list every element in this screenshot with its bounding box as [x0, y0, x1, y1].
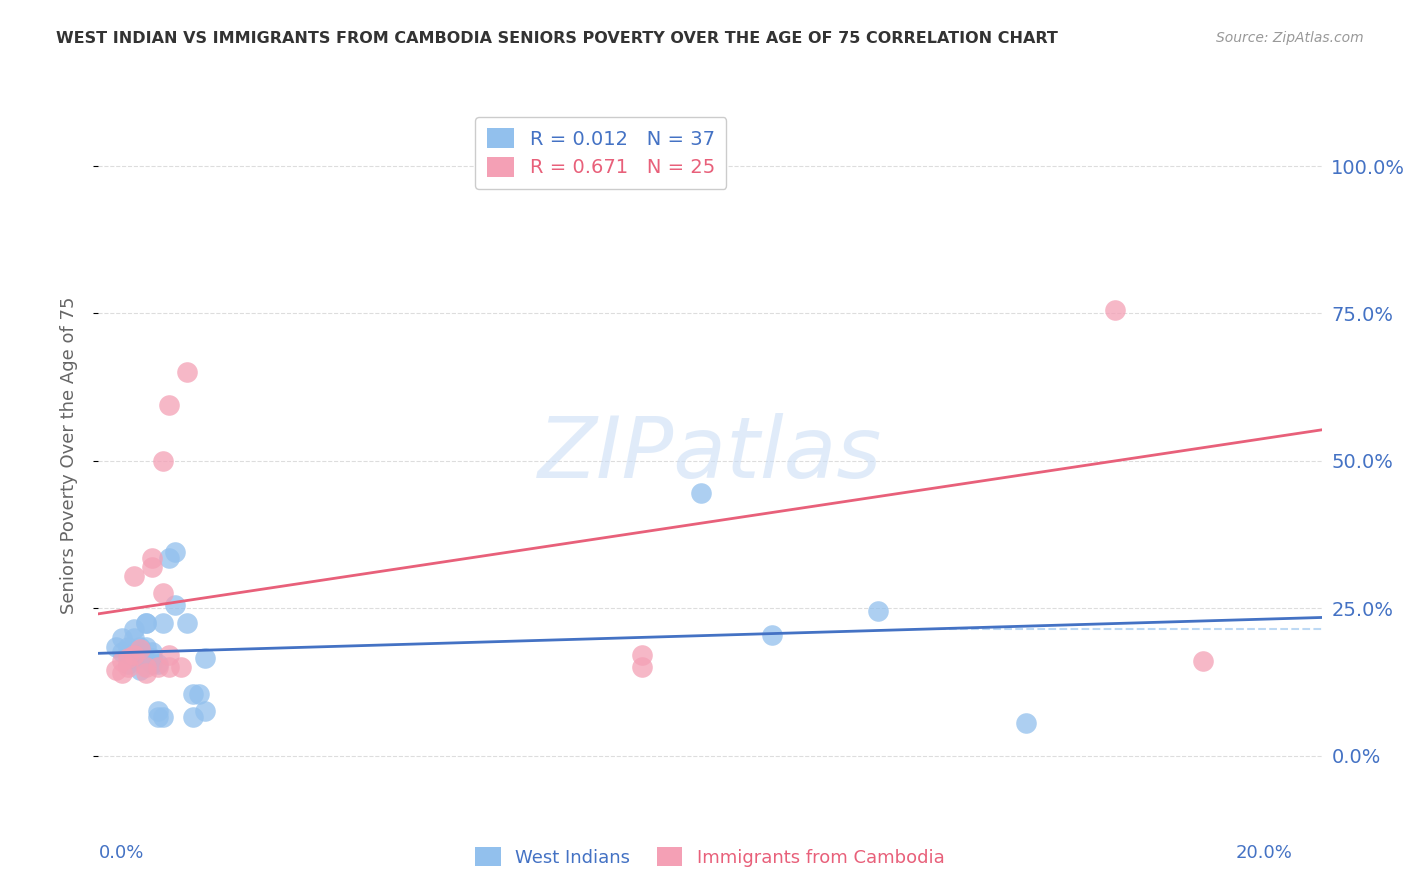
- Point: [105, 663, 128, 677]
- Point: [146, 657, 169, 672]
- Point: [128, 645, 150, 659]
- Point: [157, 660, 180, 674]
- Y-axis label: Seniors Poverty Over the Age of 75: Seniors Poverty Over the Age of 75: [59, 296, 77, 614]
- Point: [631, 648, 654, 663]
- Point: [141, 645, 163, 659]
- Point: [157, 398, 180, 412]
- Point: [122, 631, 145, 645]
- Point: [117, 640, 139, 654]
- Point: [117, 657, 139, 672]
- Point: [111, 631, 134, 645]
- Text: ZIPatlas: ZIPatlas: [538, 413, 882, 497]
- Point: [187, 687, 209, 701]
- Point: [135, 615, 157, 630]
- Point: [176, 615, 198, 630]
- Point: [135, 666, 157, 681]
- Point: [141, 657, 163, 672]
- Point: [152, 454, 174, 468]
- Point: [1104, 303, 1126, 318]
- Text: 20.0%: 20.0%: [1236, 844, 1292, 862]
- Point: [111, 654, 134, 668]
- Point: [122, 651, 145, 665]
- Point: [868, 604, 890, 618]
- Text: 0.0%: 0.0%: [98, 844, 143, 862]
- Point: [141, 551, 163, 566]
- Point: [152, 615, 174, 630]
- Point: [128, 642, 150, 657]
- Point: [128, 651, 150, 665]
- Point: [157, 648, 180, 663]
- Point: [194, 651, 217, 665]
- Point: [152, 710, 174, 724]
- Point: [128, 663, 150, 677]
- Point: [194, 705, 217, 719]
- Point: [1015, 716, 1038, 731]
- Point: [146, 710, 169, 724]
- Point: [135, 640, 157, 654]
- Legend: West Indians, Immigrants from Cambodia: West Indians, Immigrants from Cambodia: [468, 840, 952, 874]
- Point: [690, 486, 713, 500]
- Point: [181, 710, 204, 724]
- Point: [165, 545, 187, 559]
- Point: [661, 159, 683, 173]
- Point: [141, 560, 163, 574]
- Point: [181, 687, 204, 701]
- Point: [111, 666, 134, 681]
- Point: [1192, 654, 1215, 668]
- Point: [105, 640, 128, 654]
- Point: [128, 640, 150, 654]
- Point: [170, 660, 193, 674]
- Point: [141, 651, 163, 665]
- Point: [135, 660, 157, 674]
- Point: [146, 705, 169, 719]
- Point: [111, 645, 134, 659]
- Point: [146, 660, 169, 674]
- Point: [176, 365, 198, 379]
- Point: [631, 660, 654, 674]
- Text: Source: ZipAtlas.com: Source: ZipAtlas.com: [1216, 31, 1364, 45]
- Point: [117, 648, 139, 663]
- Text: WEST INDIAN VS IMMIGRANTS FROM CAMBODIA SENIORS POVERTY OVER THE AGE OF 75 CORRE: WEST INDIAN VS IMMIGRANTS FROM CAMBODIA …: [56, 31, 1059, 46]
- Point: [152, 586, 174, 600]
- Point: [117, 660, 139, 674]
- Point: [122, 569, 145, 583]
- Point: [157, 551, 180, 566]
- Point: [761, 628, 783, 642]
- Point: [122, 622, 145, 636]
- Point: [117, 651, 139, 665]
- Point: [135, 615, 157, 630]
- Point: [122, 648, 145, 663]
- Point: [165, 599, 187, 613]
